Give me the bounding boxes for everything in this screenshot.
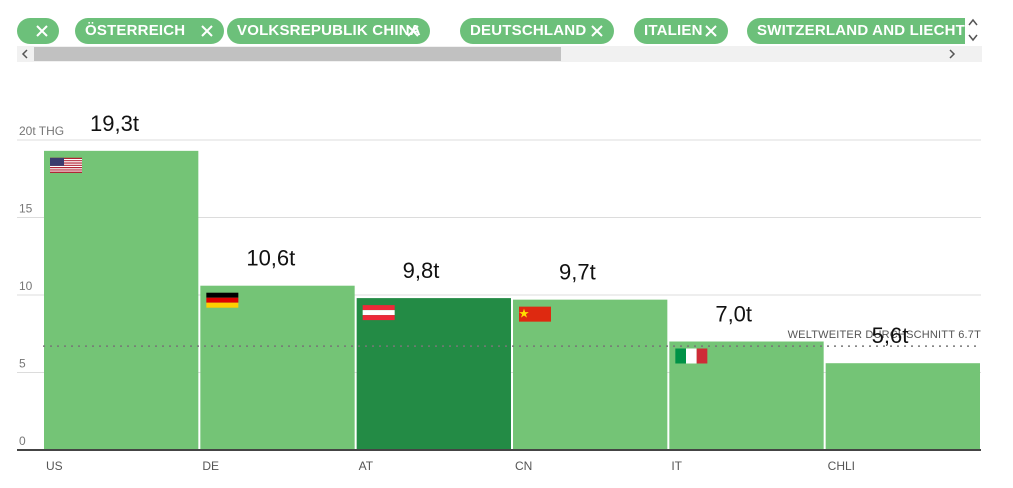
remove-chip-icon[interactable] <box>33 22 51 40</box>
filter-chip[interactable] <box>17 18 59 44</box>
emissions-bar-chart: 0 5 10 15 20t THG WELTWEITER DURCHSCHNITT 6.7… <box>17 111 982 473</box>
filter-chip-label: DEUTSCHLAND <box>470 22 587 39</box>
de-flag-icon <box>206 292 239 308</box>
filter-chips-bar: ÖSTERREICH VOLKSREPUBLIK CHINA DEUTSCHLAND… <box>17 10 982 63</box>
y-tick-label: 20t THG <box>19 124 64 138</box>
bar <box>200 285 355 450</box>
y-tick-label: 15 <box>19 202 33 216</box>
us-flag-icon <box>50 157 82 173</box>
bar <box>356 298 511 450</box>
remove-chip-icon[interactable] <box>198 22 216 40</box>
cn-flag-icon <box>519 306 551 322</box>
filter-chip-label: SWITZERLAND AND LIECHTENSTEIN <box>757 22 965 39</box>
scroll-right-icon[interactable] <box>948 49 956 59</box>
chips-vertical-scroller[interactable] <box>965 16 982 48</box>
filter-chips-row: ÖSTERREICH VOLKSREPUBLIK CHINA DEUTSCHLAND… <box>17 16 965 46</box>
x-tick-label: IT <box>671 459 682 473</box>
scroll-left-icon[interactable] <box>21 49 29 59</box>
x-tick-label: CHLI <box>828 459 855 473</box>
remove-chip-icon[interactable] <box>404 22 422 40</box>
scrollbar-thumb[interactable] <box>34 47 561 61</box>
y-tick-label: 5 <box>19 357 26 371</box>
value-label: 9,8t <box>403 258 440 283</box>
value-label: 5,6t <box>872 323 909 348</box>
bar <box>513 299 668 450</box>
filter-chip[interactable]: DEUTSCHLAND <box>460 18 614 44</box>
bar <box>825 363 980 450</box>
filter-chip[interactable]: ITALIEN <box>634 18 728 44</box>
remove-chip-icon[interactable] <box>702 22 720 40</box>
value-label: 10,6t <box>246 246 295 271</box>
bar <box>44 150 199 450</box>
value-label: 19,3t <box>90 111 139 136</box>
value-label: 7,0t <box>715 302 752 327</box>
filter-chip[interactable]: VOLKSREPUBLIK CHINA <box>227 18 430 44</box>
x-tick-label: CN <box>515 459 532 473</box>
remove-chip-icon[interactable] <box>588 22 606 40</box>
at-flag-icon <box>362 305 395 321</box>
scroll-up-icon[interactable] <box>968 18 978 26</box>
value-label: 9,7t <box>559 260 596 285</box>
it-flag-icon <box>675 348 708 364</box>
x-tick-label: US <box>46 459 63 473</box>
filter-chip[interactable]: SWITZERLAND AND LIECHTENSTEIN <box>747 18 965 44</box>
x-tick-label: AT <box>359 459 374 473</box>
y-tick-label: 0 <box>19 434 26 448</box>
average-line-label: WELTWEITER DURCHSCHNITT 6.7T <box>788 329 982 341</box>
y-tick-label: 10 <box>19 279 33 293</box>
scroll-down-icon[interactable] <box>968 34 978 42</box>
filter-chip-label: VOLKSREPUBLIK CHINA <box>237 22 421 39</box>
filter-chip-label: ÖSTERREICH <box>85 22 186 39</box>
x-tick-label: DE <box>202 459 219 473</box>
filter-chip-label: ITALIEN <box>644 22 703 39</box>
horizontal-scrollbar[interactable] <box>17 46 982 62</box>
filter-chip[interactable]: ÖSTERREICH <box>75 18 224 44</box>
